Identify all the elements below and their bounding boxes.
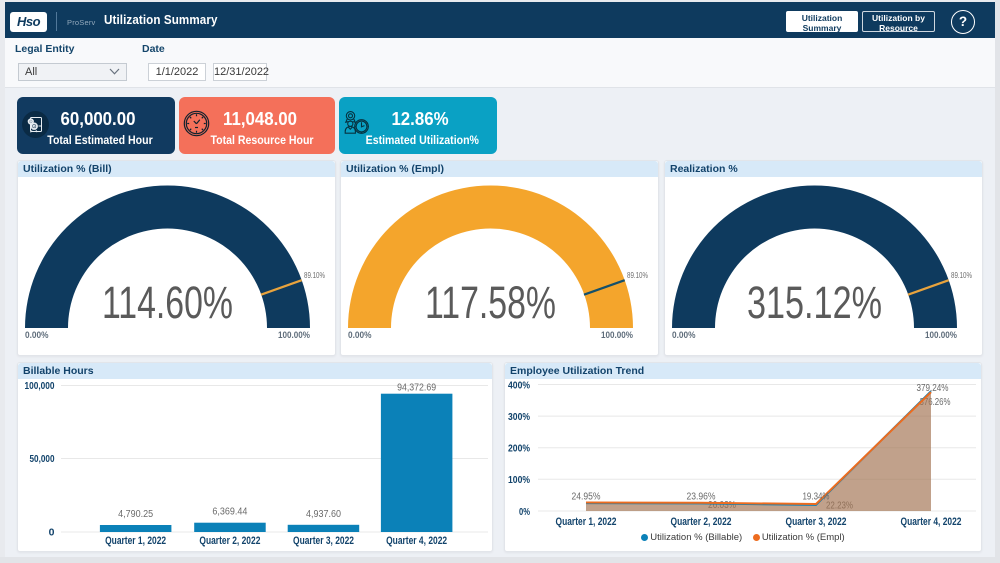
svg-text:23.96%: 23.96% bbox=[687, 492, 716, 503]
svg-text:376.26%: 376.26% bbox=[920, 397, 951, 408]
svg-text:100,000: 100,000 bbox=[25, 380, 55, 392]
svg-text:100.00%: 100.00% bbox=[601, 330, 633, 341]
svg-text:Quarter 4, 2022: Quarter 4, 2022 bbox=[386, 535, 447, 547]
svg-text:0.00%: 0.00% bbox=[672, 330, 696, 341]
svg-text:Quarter 2, 2022: Quarter 2, 2022 bbox=[671, 516, 732, 528]
svg-text:24.95%: 24.95% bbox=[572, 492, 601, 503]
svg-text:94,372.69: 94,372.69 bbox=[397, 383, 436, 394]
svg-text:19.34%: 19.34% bbox=[803, 492, 830, 503]
svg-text:0.00%: 0.00% bbox=[25, 330, 49, 341]
svg-text:0.00%: 0.00% bbox=[348, 330, 372, 341]
svg-text:Quarter 1, 2022: Quarter 1, 2022 bbox=[556, 516, 617, 528]
svg-text:300%: 300% bbox=[508, 411, 531, 423]
svg-text:Quarter 1, 2022: Quarter 1, 2022 bbox=[105, 535, 166, 547]
svg-text:4,790.25: 4,790.25 bbox=[118, 509, 153, 520]
svg-text:89.10%: 89.10% bbox=[951, 270, 972, 280]
svg-text:26.03%: 26.03% bbox=[708, 500, 736, 511]
svg-text:315.12%: 315.12% bbox=[747, 277, 882, 328]
svg-text:117.58%: 117.58% bbox=[425, 277, 556, 328]
svg-text:Quarter 2, 2022: Quarter 2, 2022 bbox=[199, 535, 260, 547]
svg-text:0: 0 bbox=[49, 527, 55, 539]
svg-text:379.24%: 379.24% bbox=[917, 383, 949, 394]
svg-text:Quarter 3, 2022: Quarter 3, 2022 bbox=[786, 516, 847, 528]
svg-text:400%: 400% bbox=[508, 379, 531, 391]
svg-text:6,369.44: 6,369.44 bbox=[212, 507, 247, 518]
svg-text:100.00%: 100.00% bbox=[925, 330, 957, 341]
svg-text:89.10%: 89.10% bbox=[304, 270, 325, 280]
svg-text:89.10%: 89.10% bbox=[627, 270, 648, 280]
svg-text:0%: 0% bbox=[519, 506, 530, 518]
svg-text:50,000: 50,000 bbox=[30, 453, 55, 465]
svg-text:114.60%: 114.60% bbox=[102, 277, 233, 328]
svg-text:100%: 100% bbox=[508, 474, 531, 486]
svg-text:22.23%: 22.23% bbox=[826, 501, 853, 512]
svg-text:4,937.60: 4,937.60 bbox=[306, 509, 341, 520]
svg-text:Quarter 4, 2022: Quarter 4, 2022 bbox=[901, 516, 962, 528]
svg-text:200%: 200% bbox=[508, 443, 531, 455]
svg-text:Quarter 3, 2022: Quarter 3, 2022 bbox=[293, 535, 354, 547]
svg-text:100.00%: 100.00% bbox=[278, 330, 310, 341]
